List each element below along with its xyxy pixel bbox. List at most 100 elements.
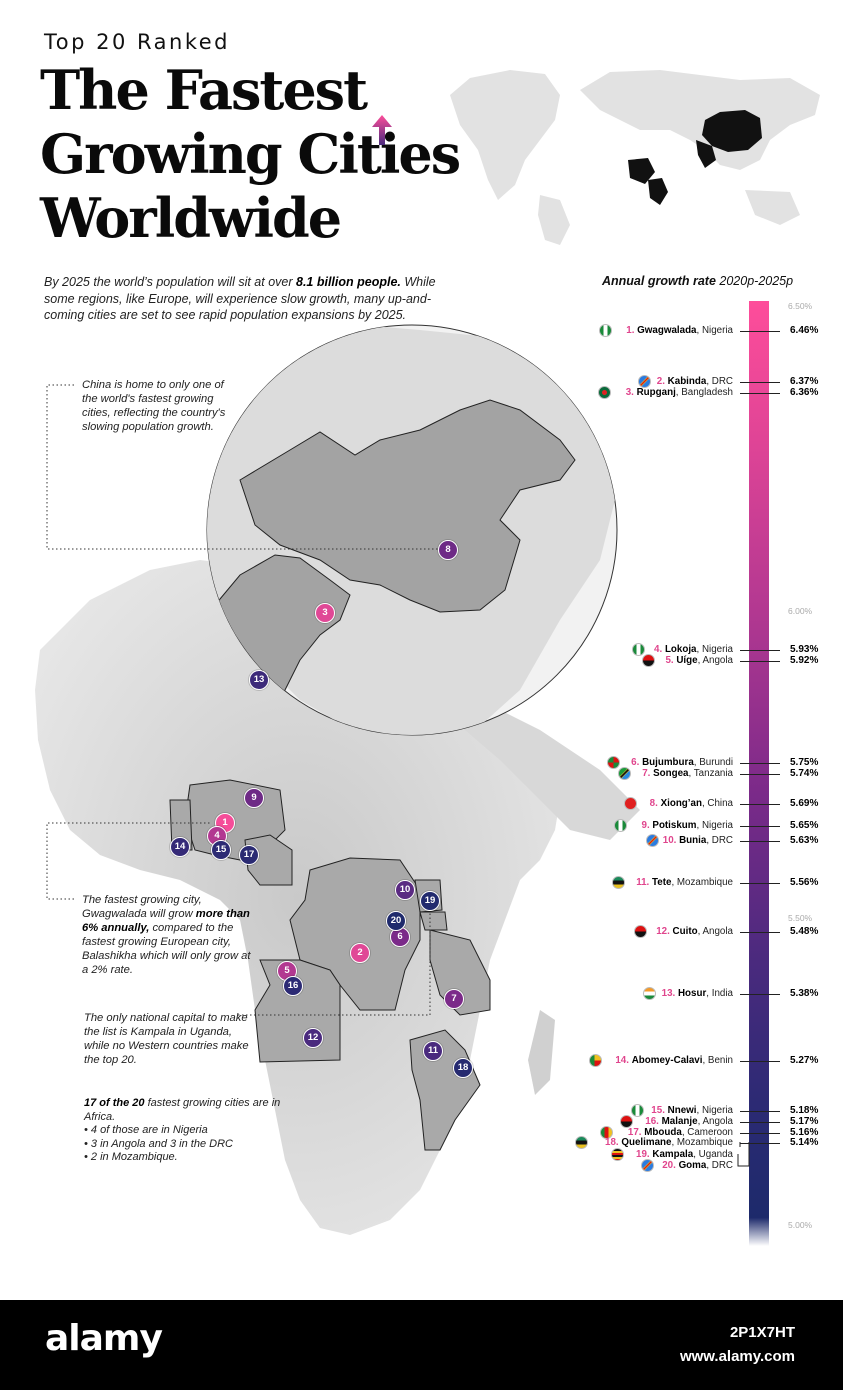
city-label: 6. Bujumbura, Burundi bbox=[631, 757, 733, 768]
growth-rate-value: 5.93% bbox=[790, 644, 819, 655]
growth-rate-value: 5.27% bbox=[790, 1055, 819, 1066]
scale-title-text: Annual growth rate bbox=[602, 274, 716, 288]
gwagwalada-text-bold: more than 6% annually, bbox=[82, 908, 250, 934]
list-item: 7. Songea, Tanzania 5.74% bbox=[0, 767, 843, 780]
city-label: 4. Lokoja, Nigeria bbox=[654, 644, 733, 655]
benin-flag-icon bbox=[589, 1054, 602, 1067]
growth-rate-value: 6.37% bbox=[790, 376, 819, 387]
city-label: 5. Uíge, Angola bbox=[665, 655, 733, 666]
leader-line bbox=[740, 331, 780, 332]
bangladesh-flag-icon bbox=[598, 386, 611, 399]
growth-rate-value: 6.36% bbox=[790, 387, 819, 398]
leader-line bbox=[740, 650, 780, 651]
city-marker: 15 bbox=[211, 840, 231, 860]
india-flag-icon bbox=[643, 987, 656, 1000]
growth-rate-value: 5.63% bbox=[790, 835, 819, 846]
drc-flag-icon bbox=[638, 375, 651, 388]
drc-flag-icon bbox=[646, 834, 659, 847]
city-label: 12. Cuito, Angola bbox=[656, 926, 733, 937]
growth-rate-value: 5.18% bbox=[790, 1105, 819, 1116]
leader-line bbox=[740, 661, 780, 662]
nigeria-flag-icon bbox=[632, 643, 645, 656]
city-label: 15. Nnewi, Nigeria bbox=[651, 1105, 733, 1116]
list-item: 15. Nnewi, Nigeria 5.18% bbox=[0, 1104, 843, 1117]
africa-stats: 17 of the 20 fastest growing cities are … bbox=[84, 1097, 304, 1165]
growth-rate-value: 5.65% bbox=[790, 820, 819, 831]
list-item: 8. Xiong’an, China 5.69% bbox=[0, 797, 843, 810]
list-item: 14. Abomey-Calavi, Benin 5.27% bbox=[0, 1054, 843, 1067]
city-marker: 17 bbox=[239, 845, 259, 865]
city-marker: 11 bbox=[423, 1041, 443, 1061]
list-item: 13. Hosur, India 5.38% bbox=[0, 987, 843, 1000]
list-item: 19. Kampala, Uganda bbox=[0, 1148, 843, 1161]
city-marker: 19 bbox=[420, 891, 440, 911]
uganda-flag-icon bbox=[611, 1148, 624, 1161]
intro-text-1: By 2025 the world’s population will sit … bbox=[44, 275, 296, 289]
footer-url: www.alamy.com bbox=[679, 1348, 795, 1365]
city-marker: 8 bbox=[438, 540, 458, 560]
list-item: 16. Malanje, Angola 5.17% bbox=[0, 1115, 843, 1128]
list-item: 2. Kabinda, DRC 6.37% bbox=[0, 375, 843, 388]
city-label: 10. Bunia, DRC bbox=[662, 835, 733, 846]
growth-rate-value: 5.74% bbox=[790, 768, 819, 779]
leader-line bbox=[740, 841, 780, 842]
alamy-logo: alamy bbox=[45, 1318, 163, 1359]
city-marker: 12 bbox=[303, 1028, 323, 1048]
city-label: 8. Xiong’an, China bbox=[649, 798, 733, 809]
list-item: 9. Potiskum, Nigeria 5.65% bbox=[0, 819, 843, 832]
growth-rate-value: 5.92% bbox=[790, 655, 819, 666]
intro-paragraph: By 2025 the world’s population will sit … bbox=[44, 274, 444, 324]
scale-title: Annual growth rate 2020p-2025p bbox=[602, 274, 793, 288]
kampala-annotation: The only national capital to make the li… bbox=[84, 1012, 249, 1066]
title-line-1: The Fastest bbox=[40, 58, 368, 122]
list-item: 1. Gwagwalada, Nigeria 6.46% bbox=[0, 324, 843, 337]
city-label: 2. Kabinda, DRC bbox=[656, 376, 733, 387]
list-item: 20. Goma, DRC bbox=[0, 1159, 843, 1172]
image-id: 2P1X7HT bbox=[729, 1324, 795, 1341]
list-item: 18. Quelimane, Mozambique 5.14% bbox=[0, 1136, 843, 1149]
city-marker: 9 bbox=[244, 788, 264, 808]
leader-line bbox=[740, 393, 780, 394]
city-label: 16. Malanje, Angola bbox=[645, 1116, 733, 1127]
kicker-text: Top 20 Ranked bbox=[44, 30, 230, 54]
city-marker: 2 bbox=[350, 943, 370, 963]
scale-tick: 6.50% bbox=[788, 301, 813, 311]
list-item: 5. Uíge, Angola 5.92% bbox=[0, 654, 843, 667]
growth-rate-gradient-bar bbox=[749, 301, 769, 1246]
gwagwalada-annotation: The fastest growing city, Gwagwalada wil… bbox=[82, 893, 257, 977]
nigeria-flag-icon bbox=[631, 1104, 644, 1117]
infographic-poster: Top 20 Ranked The Fastest Growing Cities… bbox=[0, 30, 843, 1246]
burundi-flag-icon bbox=[607, 756, 620, 769]
tanzania-flag-icon bbox=[618, 767, 631, 780]
city-label: 20. Goma, DRC bbox=[662, 1160, 733, 1171]
nigeria-flag-icon bbox=[599, 324, 612, 337]
growth-rate-value: 5.69% bbox=[790, 798, 819, 809]
list-item: 12. Cuito, Angola 5.48% bbox=[0, 925, 843, 938]
city-label: 18. Quelimane, Mozambique bbox=[605, 1137, 733, 1148]
leader-line bbox=[740, 826, 780, 827]
city-label: 13. Hosur, India bbox=[661, 988, 733, 999]
city-marker: 14 bbox=[170, 837, 190, 857]
mozambique-flag-icon bbox=[575, 1136, 588, 1149]
mozambique-flag-icon bbox=[612, 876, 625, 889]
leader-line bbox=[740, 1133, 780, 1134]
city-label: 7. Songea, Tanzania bbox=[642, 768, 733, 779]
growth-rate-value: 5.48% bbox=[790, 926, 819, 937]
city-label: 14. Abomey-Calavi, Benin bbox=[615, 1055, 733, 1066]
growth-rate-value: 6.46% bbox=[790, 325, 819, 336]
intro-text-2: While some regions, like Europe, will ex… bbox=[44, 275, 436, 322]
leader-line bbox=[740, 774, 780, 775]
growth-rate-value: 5.75% bbox=[790, 757, 819, 768]
city-marker: 18 bbox=[453, 1058, 473, 1078]
leader-line bbox=[740, 932, 780, 933]
gwagwalada-text-1: The fastest growing city, Gwagwalada wil… bbox=[82, 894, 202, 920]
growth-rate-value: 5.38% bbox=[790, 988, 819, 999]
city-marker: 20 bbox=[386, 911, 406, 931]
leader-line bbox=[740, 1122, 780, 1123]
cameroon-flag-icon bbox=[600, 1126, 613, 1139]
city-label: 11. Tete, Mozambique bbox=[636, 877, 733, 888]
world-locator-map bbox=[450, 70, 820, 245]
stats-line-mozambique: • 2 in Mozambique. bbox=[84, 1151, 178, 1163]
list-item: 10. Bunia, DRC 5.63% bbox=[0, 834, 843, 847]
city-label: 3. Rupganj, Bangladesh bbox=[625, 387, 733, 398]
